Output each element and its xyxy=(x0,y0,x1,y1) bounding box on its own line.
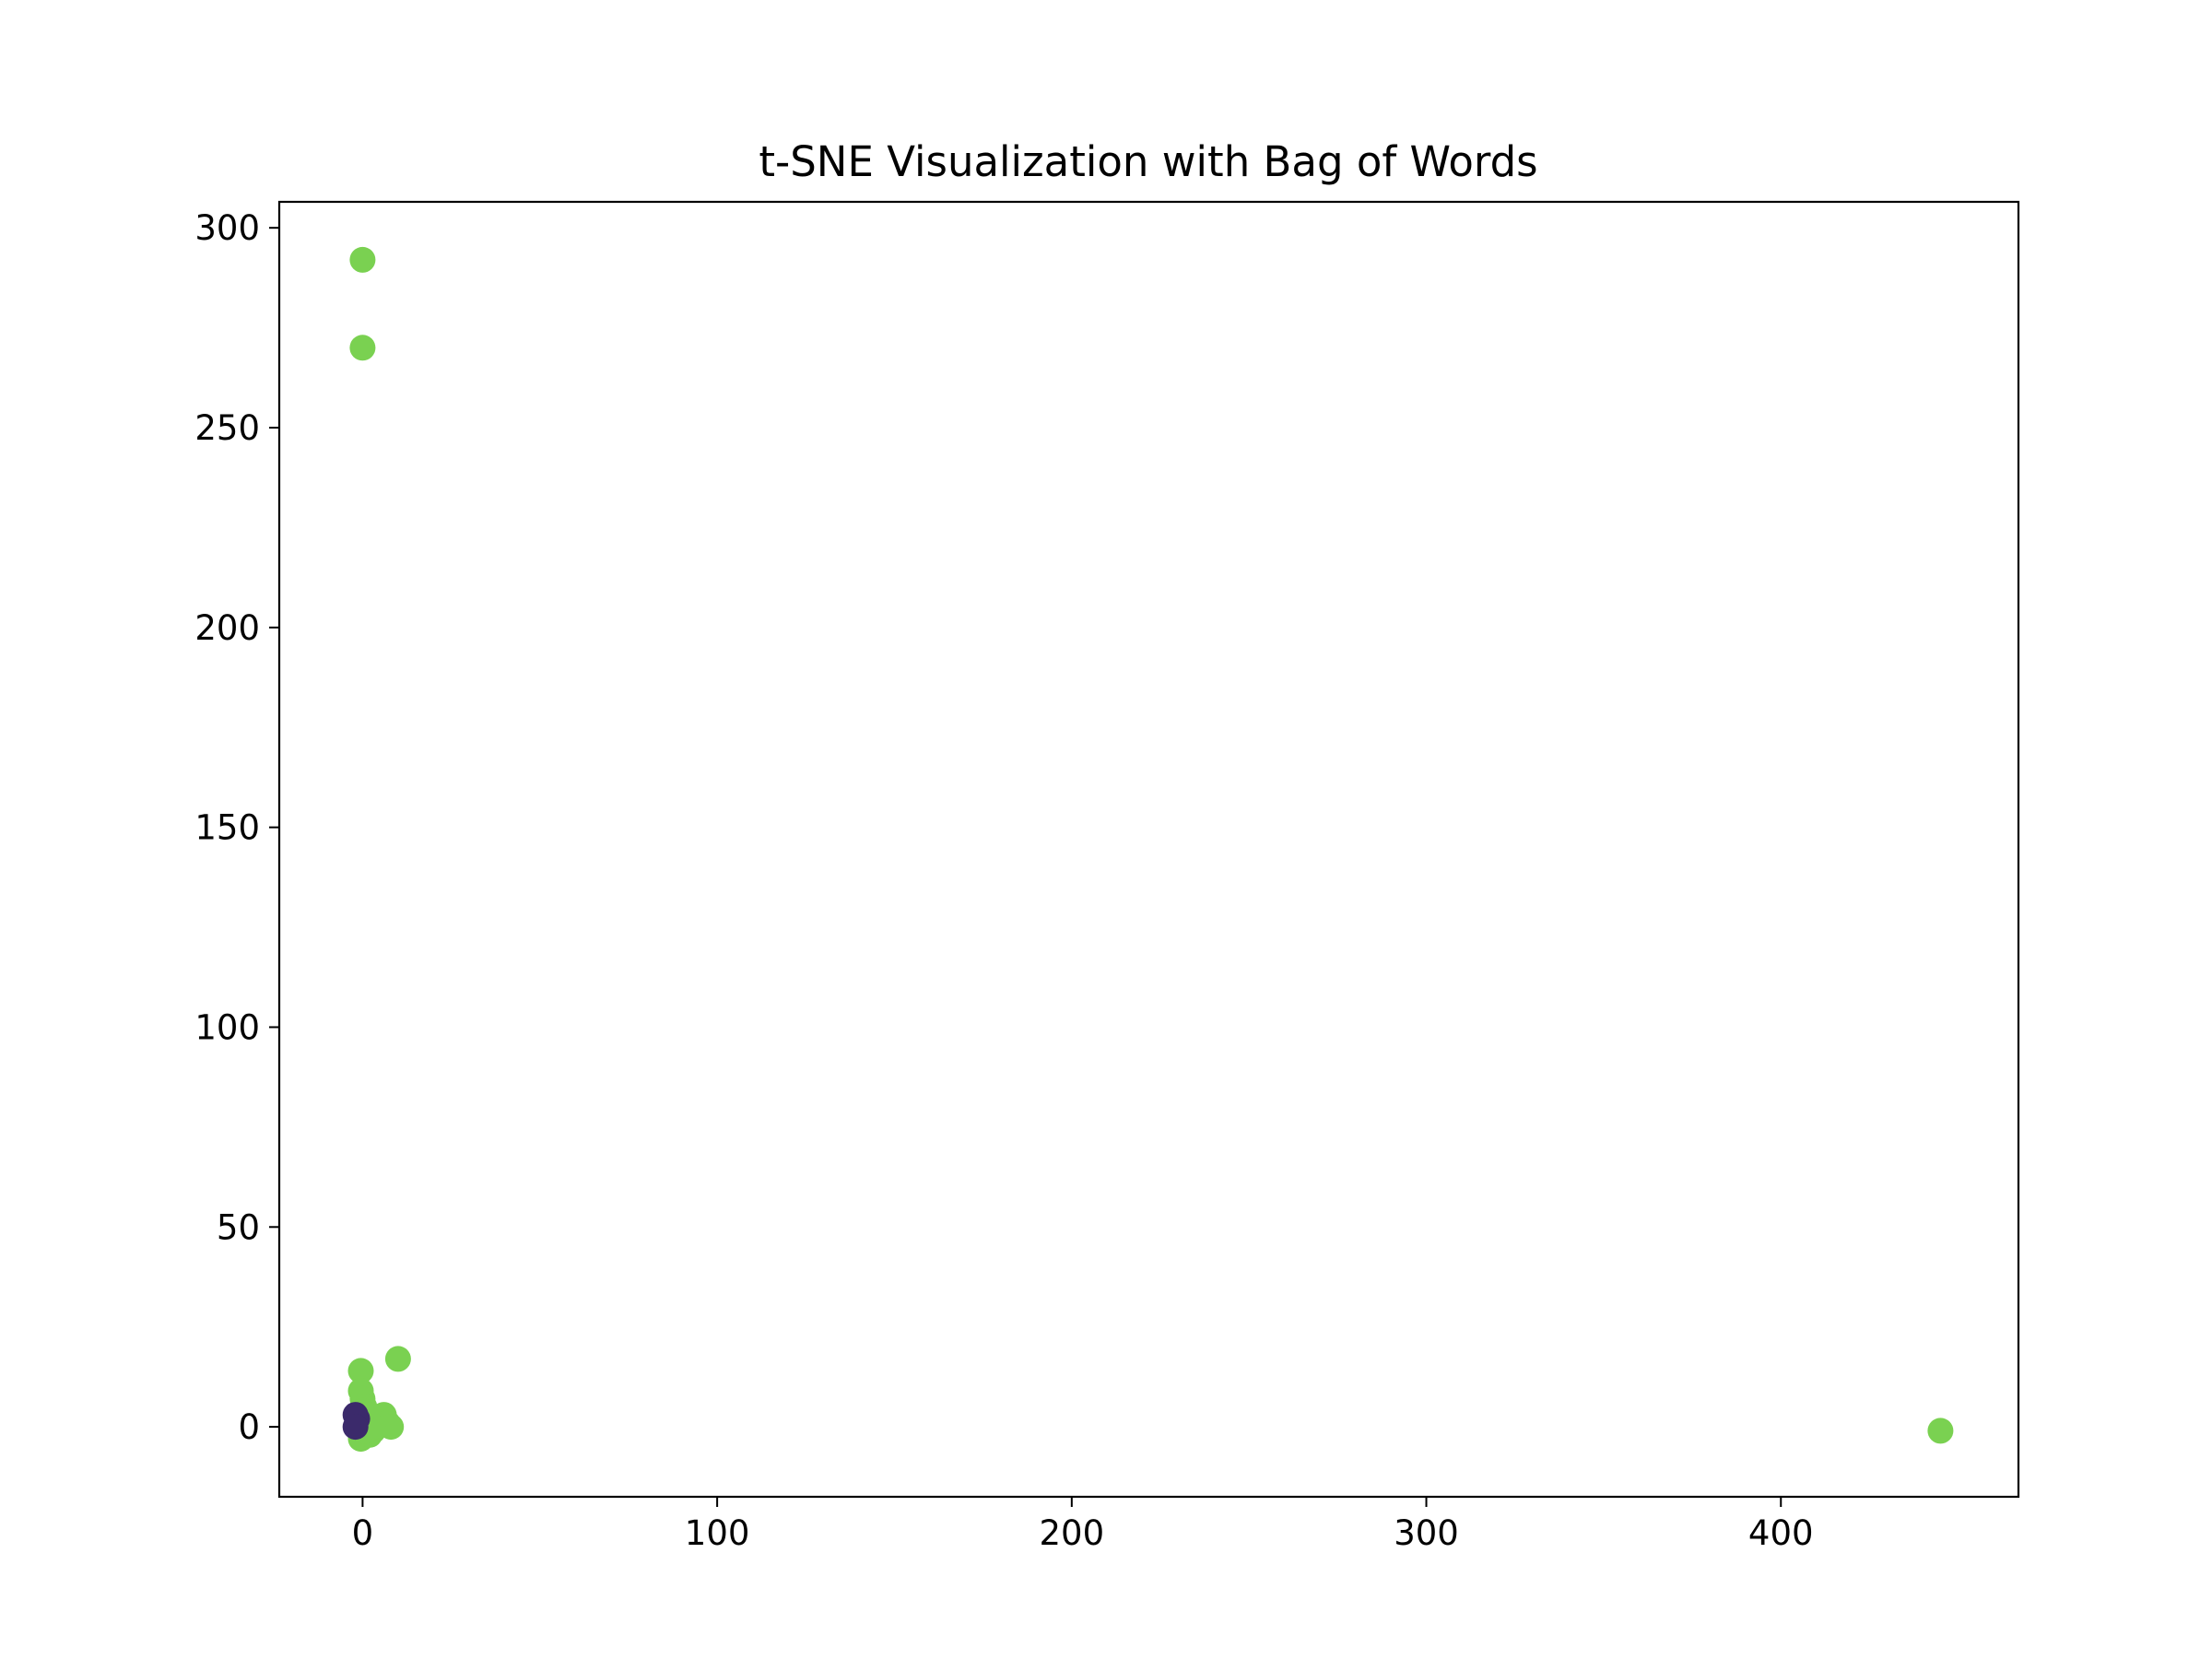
scatter-point xyxy=(347,1358,374,1384)
x-tick-label: 0 xyxy=(352,1513,374,1553)
x-tick-label: 400 xyxy=(1748,1513,1814,1553)
y-tick-label: 200 xyxy=(194,608,260,648)
x-axis: 0 100 200 300 400 xyxy=(352,1497,1814,1553)
y-tick-label: 100 xyxy=(194,1007,260,1047)
y-tick-label: 250 xyxy=(194,408,260,448)
plot-area-frame xyxy=(277,200,2020,1499)
y-tick-label: 150 xyxy=(194,808,260,848)
scatter-point xyxy=(384,1346,411,1372)
scatter-point xyxy=(342,1414,369,1441)
scatter-point xyxy=(349,335,376,361)
chart-title: t-SNE Visualization with Bag of Words xyxy=(759,137,1537,186)
y-tick-label: 300 xyxy=(194,208,260,248)
x-tick-label: 100 xyxy=(685,1513,750,1553)
x-tick-label: 200 xyxy=(1040,1513,1105,1553)
y-tick-label: 0 xyxy=(238,1407,260,1447)
points-layer xyxy=(342,246,1954,1453)
scatter-point xyxy=(378,1414,405,1441)
x-tick-label: 300 xyxy=(1394,1513,1459,1553)
scatter-point xyxy=(349,246,376,273)
y-tick-label: 50 xyxy=(217,1207,260,1247)
y-axis: 0 50 100 150 200 250 300 xyxy=(194,208,279,1447)
scatter-point xyxy=(1927,1418,1954,1444)
